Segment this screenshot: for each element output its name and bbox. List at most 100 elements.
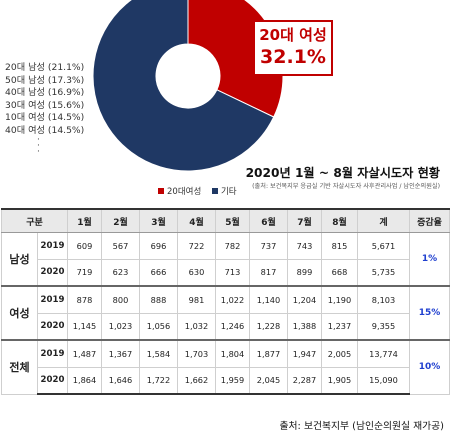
value-cell: 719 [67, 258, 102, 287]
year-cell: 2020 [37, 366, 68, 395]
value-cell: 981 [177, 285, 216, 314]
header-cell: 8월 [321, 208, 358, 233]
value-cell: 713 [215, 258, 250, 287]
value-cell: 2,005 [321, 339, 358, 368]
legend-item-other: 기타 [211, 187, 237, 197]
table-header-row: 구분 1월 2월 3월 4월 5월 6월 7월 8월 계 증감율 [1, 208, 450, 233]
total-cell: 13,774 [357, 339, 410, 368]
legend-swatch [211, 188, 218, 194]
value-cell: 609 [67, 232, 102, 260]
value-cell: 899 [287, 258, 322, 287]
donut-slice-1 [92, 0, 275, 172]
group-label-total: 전체 [1, 339, 38, 395]
group-label-female: 여성 [1, 285, 38, 341]
value-cell: 878 [67, 285, 102, 314]
value-cell: 1,804 [215, 339, 250, 368]
callout-label: 20대 여성 [259, 26, 327, 44]
table-row: 여성 2019 878 800 888 981 1,022 1,140 1,20… [1, 285, 450, 341]
value-cell: 1,022 [215, 285, 250, 314]
chart-area: 20대 여성 32.1% 20대 남성 (21.1%) 50대 남성 (17.3… [0, 0, 450, 206]
breakdown-item: 20대 남성 (21.1%) [5, 62, 85, 73]
value-cell: 1,864 [67, 366, 102, 395]
year-cell: 2019 [37, 285, 68, 314]
legend-item-20s-female: 20대여성 [158, 187, 201, 197]
value-cell: 1,662 [177, 366, 216, 395]
value-cell: 696 [139, 232, 178, 260]
value-cell: 2,287 [287, 366, 322, 395]
value-cell: 1,487 [67, 339, 102, 368]
breakdown-item: 30대 여성 (15.6%) [5, 99, 85, 111]
year-cell: 2019 [37, 339, 68, 368]
header-cell: 1월 [67, 208, 102, 233]
monthly-stats-table: 구분 1월 2월 3월 4월 5월 6월 7월 8월 계 증감율 남성 2019… [1, 208, 450, 395]
total-cell: 15,090 [357, 366, 410, 395]
value-cell: 1,905 [321, 366, 358, 395]
value-cell: 1,032 [177, 312, 216, 341]
other-breakdown-list: 20대 남성 (21.1%) 50대 남성 (17.3%) 40대 남성 (16… [5, 62, 84, 138]
value-cell: 1,877 [249, 339, 288, 368]
chart-legend: 20대여성 기타 [158, 185, 245, 197]
value-cell: 737 [249, 232, 288, 260]
value-cell: 1,947 [287, 339, 322, 368]
value-cell: 800 [101, 285, 140, 314]
value-cell: 782 [215, 232, 250, 260]
table-row: 2020 719 623 666 630 713 817 899 668 5,7… [2, 258, 450, 287]
header-cell: 계 [357, 208, 410, 233]
value-cell: 630 [177, 258, 216, 287]
callout-value: 32.1% [260, 46, 326, 68]
legend-swatch [158, 188, 164, 194]
header-cell: 4월 [177, 208, 216, 233]
breakdown-item: 40대 여성 (14.5%) [5, 124, 85, 136]
highlight-callout: 20대 여성 32.1% [253, 20, 333, 76]
table-row: 남성 2019 609 567 696 722 782 737 743 815 … [1, 232, 450, 287]
value-cell: 722 [177, 232, 216, 260]
year-cell: 2019 [37, 232, 68, 260]
value-cell: 1,959 [215, 366, 250, 395]
header-cell: 3월 [139, 208, 178, 233]
value-cell: 666 [139, 258, 178, 287]
value-cell: 623 [101, 258, 140, 287]
breakdown-item: 10대 여성 (14.5%) [5, 112, 85, 124]
value-cell: 1,703 [177, 339, 216, 368]
header-cell: 7월 [287, 208, 322, 233]
total-cell: 5,735 [357, 258, 410, 287]
header-cell: 6월 [249, 208, 288, 233]
value-cell: 1,190 [321, 285, 358, 314]
header-cell: 2월 [101, 208, 140, 233]
year-cell: 2020 [37, 258, 68, 287]
value-cell: 1,584 [139, 339, 178, 368]
year-cell: 2020 [37, 312, 68, 341]
header-cell: 구분 [1, 208, 68, 233]
value-cell: 1,204 [287, 285, 322, 314]
value-cell: 567 [101, 232, 140, 260]
header-cell: 5월 [215, 208, 250, 233]
value-cell: 1,140 [249, 285, 288, 314]
rate-cell-male: 1% [409, 232, 450, 287]
breakdown-item: 50대 남성 (17.3%) [5, 74, 85, 86]
value-cell: 2,045 [249, 366, 288, 395]
legend-label: 기타 [220, 187, 237, 197]
value-cell: 1,145 [67, 312, 102, 341]
value-cell: 1,056 [139, 312, 178, 341]
group-label-male: 남성 [1, 232, 38, 287]
value-cell: 668 [321, 258, 358, 287]
rate-cell-total: 10% [409, 339, 450, 395]
value-cell: 1,367 [101, 339, 140, 368]
chart-title: 2020년 1월 ~ 8월 자살시도자 현황 [245, 166, 440, 180]
total-cell: 9,355 [357, 312, 410, 341]
value-cell: 743 [287, 232, 322, 260]
table-row: 전체 2019 1,487 1,367 1,584 1,703 1,804 1,… [1, 339, 450, 395]
value-cell: 817 [249, 258, 288, 287]
header-cell: 증감율 [409, 208, 450, 233]
value-cell: 1,023 [101, 312, 140, 341]
total-cell: 5,671 [357, 232, 410, 260]
legend-label: 20대여성 [167, 187, 202, 197]
breakdown-item: 40대 남성 (16.9%) [5, 87, 85, 99]
value-cell: 1,646 [101, 366, 140, 395]
source-note: 출처: 보건복지부 (남인순의원실 재가공) [279, 421, 445, 432]
value-cell: 888 [139, 285, 178, 314]
table-row: 2020 1,864 1,646 1,722 1,662 1,959 2,045… [2, 366, 450, 395]
rate-cell-female: 15% [409, 285, 450, 341]
chart-subtitle: (출처: 보건복지부 응급실 기반 자살시도자 사후관리사업 / 남인순의원실) [252, 183, 440, 190]
value-cell: 815 [321, 232, 358, 260]
